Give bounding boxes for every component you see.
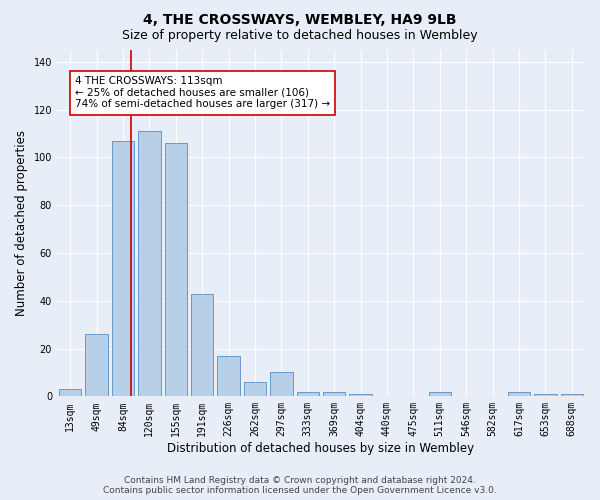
Bar: [508, 392, 530, 396]
Bar: [534, 394, 557, 396]
Bar: [85, 334, 108, 396]
Text: Contains HM Land Registry data © Crown copyright and database right 2024.
Contai: Contains HM Land Registry data © Crown c…: [103, 476, 497, 495]
Bar: [296, 392, 319, 396]
X-axis label: Distribution of detached houses by size in Wembley: Distribution of detached houses by size …: [167, 442, 475, 455]
Text: 4 THE CROSSWAYS: 113sqm
← 25% of detached houses are smaller (106)
74% of semi-d: 4 THE CROSSWAYS: 113sqm ← 25% of detache…: [75, 76, 330, 110]
Bar: [349, 394, 372, 396]
Bar: [112, 141, 134, 397]
Bar: [191, 294, 214, 397]
Bar: [270, 372, 293, 396]
Bar: [560, 394, 583, 396]
Bar: [244, 382, 266, 396]
Text: 4, THE CROSSWAYS, WEMBLEY, HA9 9LB: 4, THE CROSSWAYS, WEMBLEY, HA9 9LB: [143, 12, 457, 26]
Bar: [164, 143, 187, 397]
Bar: [323, 392, 346, 396]
Bar: [138, 131, 161, 396]
Y-axis label: Number of detached properties: Number of detached properties: [15, 130, 28, 316]
Bar: [59, 389, 82, 396]
Bar: [428, 392, 451, 396]
Text: Size of property relative to detached houses in Wembley: Size of property relative to detached ho…: [122, 29, 478, 42]
Bar: [217, 356, 240, 397]
